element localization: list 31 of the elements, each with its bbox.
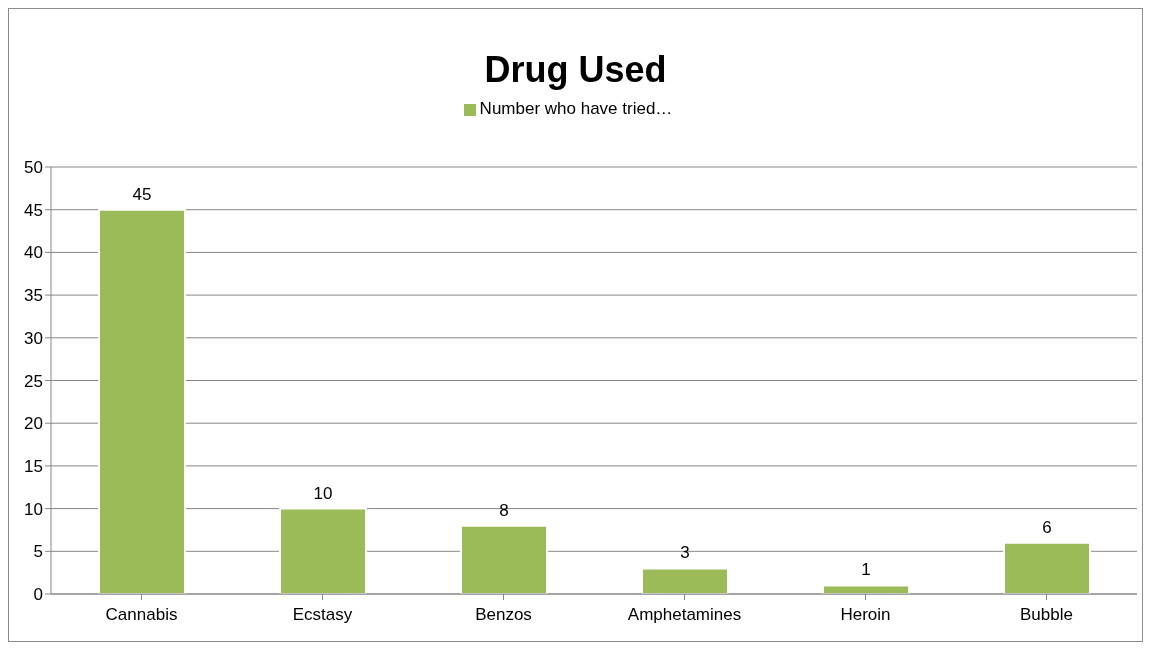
data-label: 6 (1042, 517, 1052, 537)
data-label: 3 (680, 543, 690, 563)
x-tick-label: Heroin (840, 605, 891, 625)
data-label: 1 (861, 560, 871, 580)
y-tick-label: 45 (24, 200, 43, 220)
bar (460, 524, 548, 594)
data-label: 8 (499, 500, 509, 520)
y-tick-label: 40 (24, 243, 43, 263)
data-label: 45 (132, 184, 152, 204)
y-tick-label: 15 (24, 456, 43, 476)
y-tick-label: 10 (24, 499, 43, 519)
bar (98, 208, 186, 594)
bar (1003, 541, 1091, 594)
y-tick-label: 0 (33, 585, 43, 605)
x-tick-label: Bubble (1020, 605, 1073, 625)
y-tick-label: 30 (24, 328, 43, 348)
y-tick-label: 5 (33, 542, 43, 562)
x-tick-label: Cannabis (105, 605, 178, 625)
x-tick-label: Ecstasy (292, 605, 353, 625)
y-tick-label: 25 (24, 371, 43, 391)
y-tick-label: 50 (24, 158, 43, 178)
bar (279, 507, 367, 594)
bar (822, 584, 910, 594)
chart-title: Drug Used (483, 48, 668, 92)
x-tick-label: Benzos (475, 605, 532, 625)
x-tick-label: Amphetamines (627, 605, 742, 625)
bar (641, 567, 729, 594)
y-tick-label: 35 (24, 286, 43, 306)
legend-label: Number who have tried… (479, 99, 673, 118)
data-label: 10 (313, 483, 333, 503)
y-tick-label: 20 (24, 414, 43, 434)
